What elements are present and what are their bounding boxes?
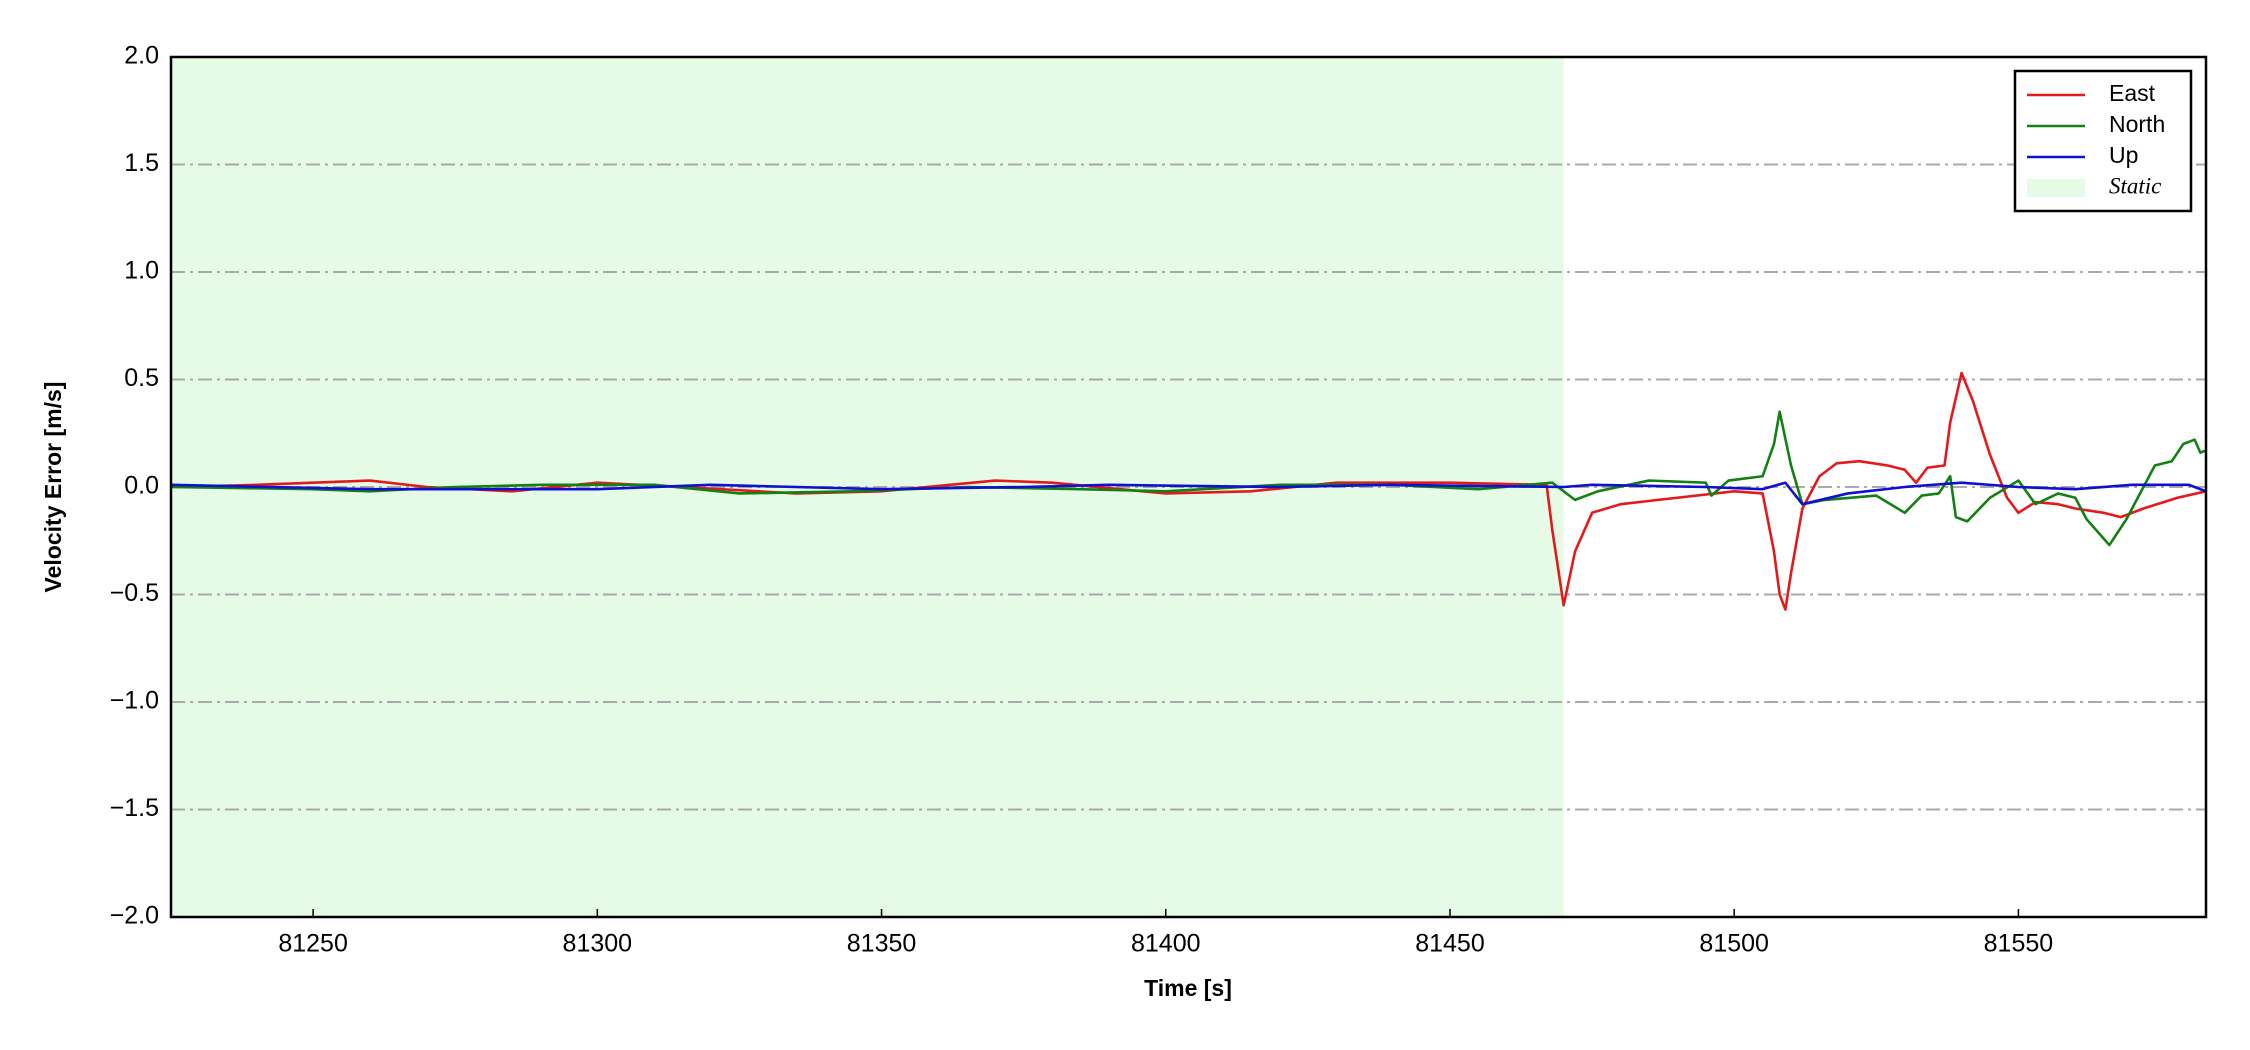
x-tick-label: 81450: [1415, 930, 1485, 958]
x-tick-label: 81400: [1131, 930, 1201, 958]
y-tick-label: 1.0: [124, 257, 159, 285]
y-tick-label: −0.5: [110, 579, 159, 607]
legend-label: Up: [2109, 142, 2138, 168]
legend-swatch: [2027, 179, 2085, 197]
legend-label: North: [2109, 111, 2165, 137]
series-line: [170, 481, 2207, 506]
y-tick-label: −1.0: [110, 687, 159, 715]
x-tick-label: 81350: [847, 930, 917, 958]
x-tick-label: 81550: [1984, 930, 2054, 958]
legend-label: Static: [2109, 173, 2161, 198]
y-tick-label: 1.5: [124, 149, 159, 177]
y-tick-label: 2.0: [124, 42, 159, 70]
x-axis-label: Time [s]: [1144, 975, 1232, 1001]
plot-frame: [169, 55, 2208, 919]
y-tick-label: −1.5: [110, 794, 159, 822]
x-tick-label: 81250: [278, 930, 348, 958]
y-axis-label: Velocity Error [m/s]: [40, 382, 66, 593]
x-tick-label: 81300: [563, 930, 633, 958]
legend-label: East: [2109, 80, 2156, 106]
y-tick-label: 0.0: [124, 472, 159, 500]
y-tick-label: 0.5: [124, 364, 159, 392]
y-tick-label: −2.0: [110, 902, 159, 930]
x-tick-label: 81500: [1699, 930, 1769, 958]
